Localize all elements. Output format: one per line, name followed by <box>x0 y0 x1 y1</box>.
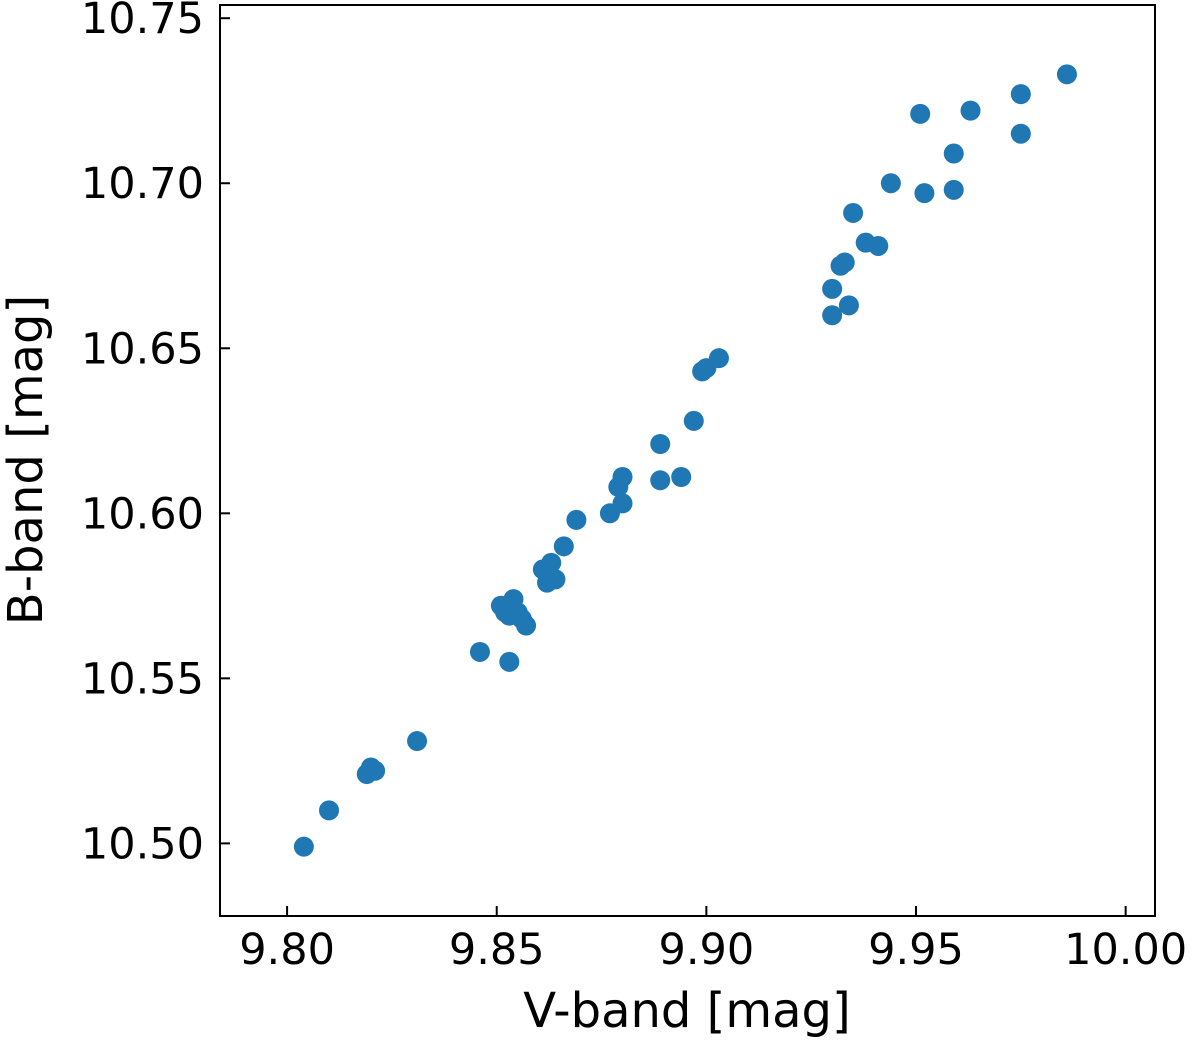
data-point <box>914 183 935 204</box>
data-point <box>1010 84 1031 105</box>
data-point <box>407 731 428 752</box>
data-point <box>541 552 562 573</box>
data-point <box>910 103 931 124</box>
y-tick-label: 10.50 <box>81 819 204 869</box>
x-tick-label: 10.00 <box>1064 925 1187 975</box>
data-point <box>365 760 386 781</box>
data-point <box>650 433 671 454</box>
data-point <box>566 509 587 530</box>
data-point <box>650 470 671 491</box>
data-point <box>868 235 889 256</box>
data-point <box>499 651 520 672</box>
data-point <box>612 467 633 488</box>
x-axis-ticks: 9.80 9.85 9.90 9.95 10.00 <box>239 906 1187 975</box>
y-tick-label: 10.55 <box>81 654 204 704</box>
y-tick-label: 10.60 <box>81 489 204 539</box>
data-point <box>880 173 901 194</box>
data-point <box>834 252 855 273</box>
data-points <box>293 64 1077 857</box>
data-point <box>708 348 729 369</box>
data-point <box>1056 64 1077 85</box>
data-point <box>960 100 981 121</box>
data-point <box>822 305 843 326</box>
data-point <box>469 641 490 662</box>
data-point <box>612 493 633 514</box>
data-point <box>671 467 692 488</box>
plot-frame <box>219 4 1156 917</box>
data-point <box>838 295 859 316</box>
y-axis-ticks: 10.50 10.55 10.60 10.65 10.70 10.75 <box>81 0 230 869</box>
data-point <box>516 615 537 636</box>
x-axis-label: V-band [mag] <box>523 983 850 1039</box>
y-tick-label: 10.75 <box>81 0 204 44</box>
x-tick-label: 9.95 <box>868 925 964 975</box>
data-point <box>293 836 314 857</box>
x-tick-label: 9.80 <box>239 925 335 975</box>
data-point <box>822 278 843 299</box>
data-point <box>1010 123 1031 144</box>
data-point <box>319 800 340 821</box>
y-tick-label: 10.65 <box>81 324 204 374</box>
data-point <box>843 202 864 223</box>
data-point <box>545 569 566 590</box>
y-tick-label: 10.70 <box>81 159 204 209</box>
data-point <box>553 536 574 557</box>
data-point <box>943 143 964 164</box>
data-point <box>943 179 964 200</box>
data-point <box>683 410 704 431</box>
x-tick-label: 9.90 <box>658 925 754 975</box>
y-axis-label: B-band [mag] <box>0 295 54 625</box>
x-tick-label: 9.85 <box>449 925 545 975</box>
